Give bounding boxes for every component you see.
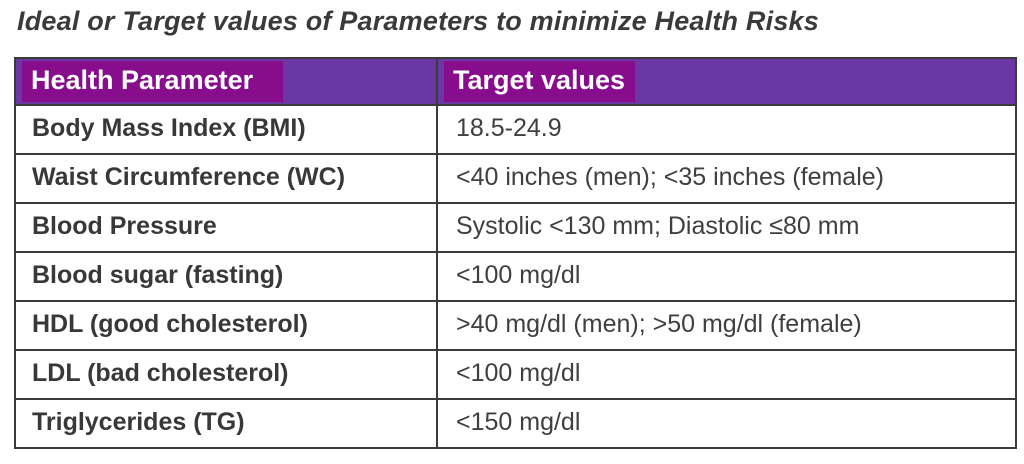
page-title: Ideal or Target values of Parameters to … [17, 6, 819, 36]
health-parameter-cell: Body Mass Index (BMI) [14, 104, 438, 155]
column-header-health-parameter-label: Health Parameter [22, 61, 284, 102]
health-parameter-cell: Triglycerides (TG) [14, 398, 438, 449]
health-parameter-cell: Blood Pressure [14, 202, 438, 253]
health-parameter-cell: HDL (good cholesterol) [14, 300, 438, 351]
target-value-cell: 18.5-24.9 [436, 104, 1017, 155]
column-header-target-values-label: Target values [444, 61, 636, 102]
table-row: Blood Pressure Systolic <130 mm; Diastoli… [14, 202, 1017, 253]
health-parameter-cell: Blood sugar (fasting) [14, 251, 438, 302]
table-body: Body Mass Index (BMI) 18.5-24.9 Waist Circ… [14, 104, 1017, 449]
table-row: HDL (good cholesterol) >40 mg/dl (men); >… [14, 300, 1017, 351]
target-value-cell: >40 mg/dl (men); >50 mg/dl (female) [436, 300, 1017, 351]
target-value-cell: <150 mg/dl [436, 398, 1017, 449]
target-value-cell: <100 mg/dl [436, 349, 1017, 400]
health-parameter-cell: Waist Circumference (WC) [14, 153, 438, 204]
column-header-health-parameter: Health Parameter [14, 57, 438, 106]
target-value-cell: Systolic <130 mm; Diastolic ≤80 mm [436, 202, 1017, 253]
health-parameter-cell: LDL (bad cholesterol) [14, 349, 438, 400]
table-row: Blood sugar (fasting) <100 mg/dl [14, 251, 1017, 302]
table-row: Triglycerides (TG) <150 mg/dl [14, 398, 1017, 449]
target-value-cell: <100 mg/dl [436, 251, 1017, 302]
table-header-row: Health Parameter Target values [14, 57, 1017, 106]
table-row: LDL (bad cholesterol) <100 mg/dl [14, 349, 1017, 400]
column-header-target-values: Target values [436, 57, 1017, 106]
health-parameters-table: Health Parameter Target values Body Mass… [14, 57, 1017, 449]
table-row: Waist Circumference (WC) <40 inches (men)… [14, 153, 1017, 204]
table-row: Body Mass Index (BMI) 18.5-24.9 [14, 104, 1017, 155]
target-value-cell: <40 inches (men); <35 inches (female) [436, 153, 1017, 204]
